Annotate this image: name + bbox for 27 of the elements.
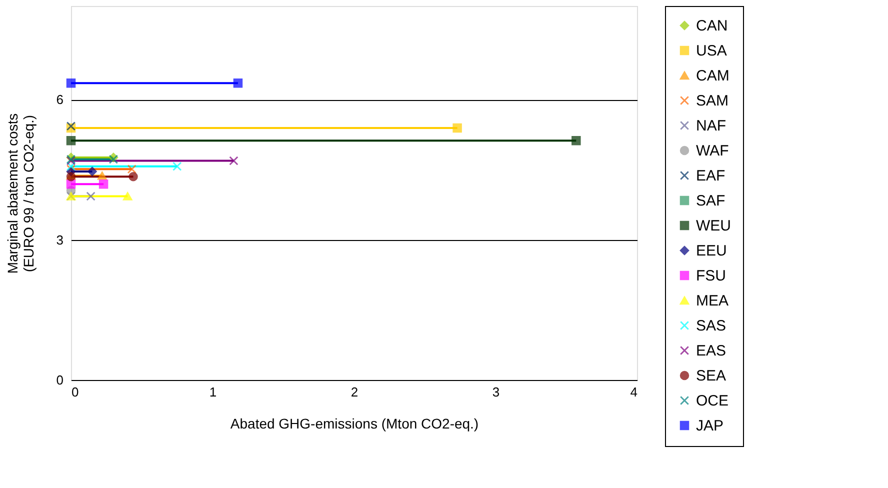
- x-tick-label: 2: [350, 384, 358, 400]
- legend-label: FSU: [696, 268, 726, 284]
- legend-label: SEA: [696, 368, 726, 384]
- legend-label: SAM: [696, 92, 729, 110]
- legend-label: CAN: [696, 18, 728, 34]
- legend-label: EAF: [696, 168, 726, 184]
- legend-label: SAS: [696, 318, 726, 334]
- x-tick-label: 3: [492, 384, 500, 400]
- legend-label: JAP: [696, 418, 724, 434]
- legend-label: WEU: [696, 218, 731, 234]
- y-tick-label: 0: [56, 372, 64, 388]
- x-axis-title: Abated GHG-emissions (Mton CO2-eq.): [230, 416, 479, 432]
- y-tick-label: 6: [56, 92, 64, 107]
- legend-label: CAM: [696, 68, 730, 84]
- x-tick-label: 0: [72, 384, 79, 400]
- legend-label: EAS: [696, 342, 726, 360]
- legend-label: EEU: [696, 242, 727, 260]
- x-tick-label: 4: [630, 384, 638, 400]
- legend-label: SAF: [696, 192, 726, 210]
- y-tick-label: 3: [56, 232, 64, 248]
- legend-label: OCE: [696, 392, 729, 410]
- legend-label: USA: [696, 42, 727, 60]
- x-tick-label: 1: [209, 384, 217, 400]
- legend-label: WAF: [696, 142, 729, 160]
- y-axis-title: Marginal abatement costs (EURO 99 / ton CO2-eq.): [4, 113, 36, 274]
- legend-label: NAF: [696, 118, 726, 134]
- legend-label: MEA: [696, 292, 729, 310]
